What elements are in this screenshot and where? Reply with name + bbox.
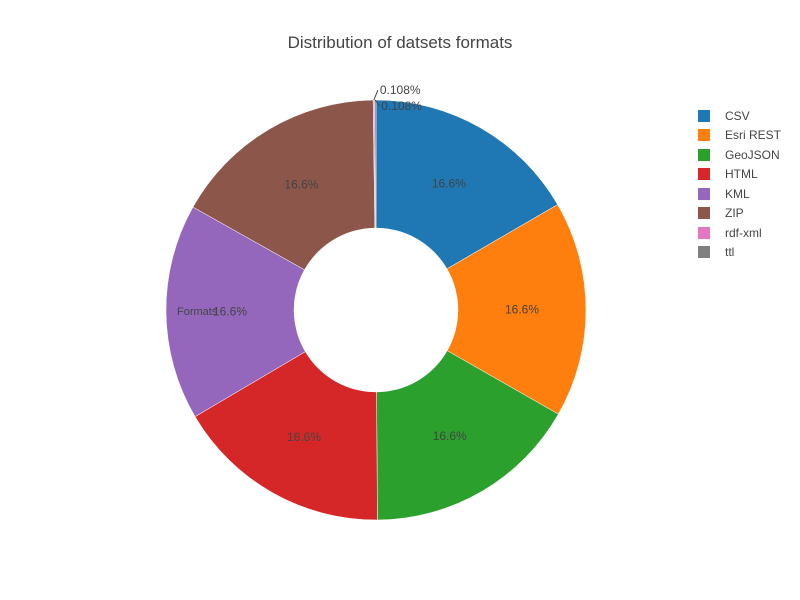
legend-swatch (698, 168, 710, 181)
slice-zip[interactable] (192, 99, 376, 271)
legend-label: KML (725, 186, 750, 201)
legend-label: GeoJSON (725, 147, 780, 162)
slice-ttl[interactable] (374, 99, 377, 229)
slice-label-esri-rest: 16.6% (505, 303, 539, 317)
chart-title: Distribution of datsets formats (287, 33, 513, 52)
slice-label-geojson: 16.6% (433, 429, 467, 443)
slice-label-ttl: 0.108% (381, 99, 422, 113)
slice-esri-rest[interactable] (446, 204, 587, 415)
legend-swatch (698, 148, 710, 161)
legend-label: HTML (725, 167, 758, 182)
slice-labels-group: 16.6% 16.6% 16.6% 16.6% 16.6% 16.6% 0.108% 0.10… (213, 83, 539, 444)
slice-label-rdf-xml: 0.108% (380, 83, 421, 97)
slice-csv[interactable] (375, 99, 558, 270)
legend-swatch (698, 226, 710, 239)
legend-label: Esri REST (725, 128, 782, 143)
legend-item-html[interactable]: HTML (698, 165, 798, 185)
hole-label: Formats (177, 306, 218, 318)
legend-item-esri-rest[interactable]: Esri REST (698, 126, 798, 146)
legend-label: ttl (725, 245, 735, 260)
leader-line-ttl (374, 99, 380, 107)
legend-swatch (698, 207, 710, 220)
slices-group (165, 99, 587, 521)
slice-html[interactable] (194, 351, 378, 521)
legend-swatch (698, 187, 710, 200)
legend-item-csv[interactable]: CSV (698, 106, 798, 126)
legend-item-rdf-xml[interactable]: rdf-xml (698, 223, 798, 243)
slice-label-kml: 16.6% (213, 304, 247, 318)
legend-swatch (698, 109, 710, 122)
slice-label-csv: 16.6% (432, 176, 466, 190)
legend-swatch (698, 246, 710, 259)
legend-item-ttl[interactable]: ttl (698, 243, 798, 263)
slice-label-html: 16.6% (287, 430, 321, 444)
legend-label: CSV (725, 108, 750, 123)
legend-swatch (698, 129, 710, 142)
legend-item-kml[interactable]: KML (698, 184, 798, 204)
leader-line-rdf-xml (373, 89, 379, 101)
legend: CSV Esri REST GeoJSON HTML KML ZIP rdf-xml ttl (698, 106, 798, 262)
legend-item-geojson[interactable]: GeoJSON (698, 145, 798, 165)
legend-item-zip[interactable]: ZIP (698, 204, 798, 224)
slice-label-zip: 16.6% (284, 177, 318, 191)
legend-label: rdf-xml (725, 225, 762, 240)
slice-geojson[interactable] (376, 350, 559, 521)
slice-kml[interactable] (165, 206, 306, 417)
legend-label: ZIP (725, 206, 744, 221)
